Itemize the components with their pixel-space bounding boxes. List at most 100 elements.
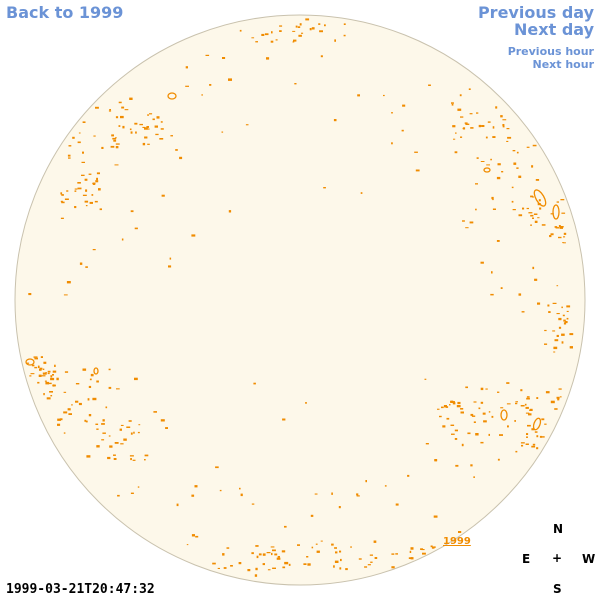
contour-speck xyxy=(485,136,488,139)
contour-speck xyxy=(295,25,298,28)
contour-speck xyxy=(311,546,314,549)
contour-speck xyxy=(553,351,556,353)
contour-speck xyxy=(499,434,503,436)
contour-speck xyxy=(59,418,63,421)
contour-speck xyxy=(155,133,159,136)
contour-speck xyxy=(120,424,124,426)
contour-speck xyxy=(350,546,352,548)
contour-speck xyxy=(120,115,124,119)
contour-loop xyxy=(167,92,177,100)
contour-speck xyxy=(282,418,286,421)
contour-speck xyxy=(294,83,297,85)
contour-speck xyxy=(160,419,165,422)
contour-speck xyxy=(110,145,115,148)
contour-speck xyxy=(480,401,484,404)
contour-speck xyxy=(532,196,534,198)
contour-speck xyxy=(57,423,61,426)
contour-speck xyxy=(526,396,530,398)
contour-speck xyxy=(476,112,479,114)
contour-speck xyxy=(266,552,271,554)
contour-speck xyxy=(345,568,348,571)
contour-speck xyxy=(49,391,53,393)
contour-speck xyxy=(556,285,559,287)
contour-speck xyxy=(500,407,504,409)
contour-speck xyxy=(391,566,395,569)
contour-speck xyxy=(48,382,52,385)
contour-speck xyxy=(292,41,295,43)
contour-speck xyxy=(256,555,259,559)
contour-speck xyxy=(138,424,141,426)
contour-speck xyxy=(319,30,323,33)
contour-speck xyxy=(507,425,509,428)
contour-speck xyxy=(507,136,512,139)
contour-speck xyxy=(364,566,368,568)
contour-speck xyxy=(454,438,458,440)
contour-speck xyxy=(343,23,346,25)
contour-speck xyxy=(212,562,216,565)
contour-speck xyxy=(52,384,55,387)
contour-speck xyxy=(68,413,72,415)
next-hour-link[interactable]: Next hour xyxy=(532,58,595,71)
back-to-year-link[interactable]: Back to 1999 xyxy=(6,3,124,22)
contour-speck xyxy=(84,200,89,203)
contour-speck xyxy=(541,224,546,226)
contour-speck xyxy=(496,240,500,242)
contour-speck xyxy=(46,397,51,400)
contour-speck xyxy=(480,161,485,162)
previous-day-link[interactable]: Previous day xyxy=(477,3,594,22)
contour-speck xyxy=(109,109,111,111)
contour-speck xyxy=(356,493,359,496)
contour-speck xyxy=(223,567,227,569)
contour-speck xyxy=(77,187,82,190)
contour-speck xyxy=(44,380,47,382)
contour-speck xyxy=(384,485,387,487)
contour-speck xyxy=(261,33,265,36)
contour-speck xyxy=(108,368,111,371)
contour-speck xyxy=(42,368,45,370)
contour-speck xyxy=(28,293,32,296)
contour-speck xyxy=(90,373,94,377)
contour-speck xyxy=(530,195,534,198)
contour-speck xyxy=(340,558,342,562)
contour-speck xyxy=(525,406,529,409)
contour-speck xyxy=(230,565,233,567)
contour-speck xyxy=(153,411,157,413)
contour-speck xyxy=(522,207,525,210)
next-day-link[interactable]: Next day xyxy=(514,20,594,39)
contour-speck xyxy=(530,214,534,217)
contour-speck xyxy=(316,550,320,553)
contour-speck xyxy=(255,41,258,43)
contour-speck xyxy=(152,118,155,121)
contour-speck xyxy=(128,420,132,422)
contour-speck xyxy=(303,563,307,565)
contour-speck xyxy=(441,406,444,409)
contour-speck xyxy=(170,135,173,137)
contour-speck xyxy=(513,162,517,165)
contour-speck xyxy=(81,174,85,176)
contour-speck xyxy=(547,304,550,307)
contour-speck xyxy=(527,424,531,427)
contour-speck xyxy=(75,400,79,403)
contour-speck xyxy=(459,94,462,97)
contour-speck xyxy=(115,146,119,149)
contour-speck xyxy=(497,458,500,461)
contour-speck xyxy=(545,391,550,394)
previous-hour-link[interactable]: Previous hour xyxy=(507,45,594,58)
contour-speck xyxy=(276,557,281,560)
year-link[interactable]: 1999 xyxy=(443,536,471,547)
contour-loop xyxy=(533,189,547,207)
contour-speck xyxy=(63,391,67,393)
contour-speck xyxy=(38,374,42,377)
contour-speck xyxy=(282,566,286,569)
contour-speck xyxy=(445,406,449,408)
contour-speck xyxy=(520,442,525,444)
contour-speck xyxy=(91,194,94,196)
contour-speck xyxy=(95,180,99,183)
contour-speck xyxy=(461,443,464,447)
contour-speck xyxy=(159,138,164,140)
contour-speck xyxy=(558,225,561,228)
contour-speck xyxy=(550,213,554,215)
contour-speck xyxy=(480,441,484,444)
contour-speck xyxy=(118,101,122,104)
contour-speck xyxy=(369,554,373,556)
